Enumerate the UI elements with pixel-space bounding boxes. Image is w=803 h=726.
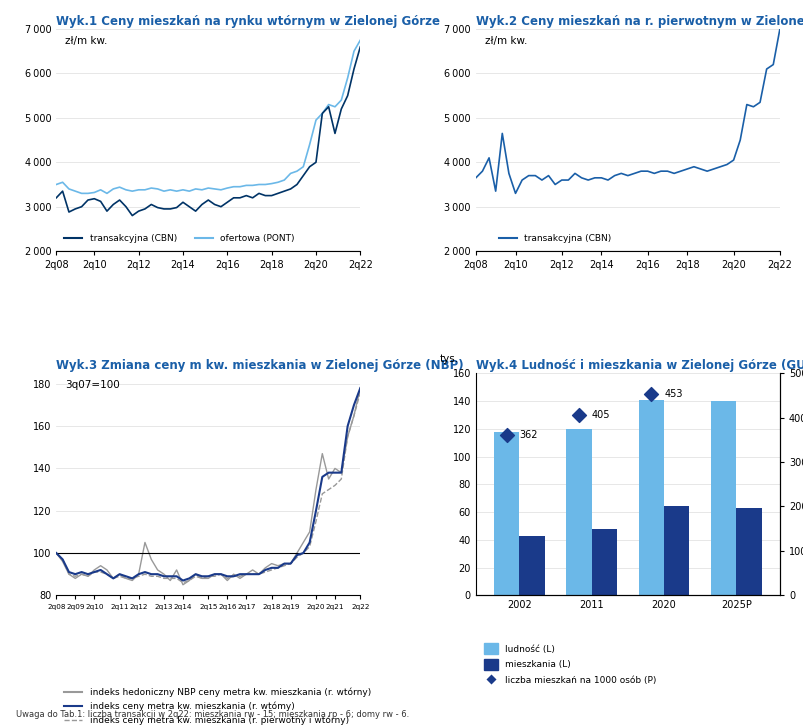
Text: 362: 362 <box>519 430 537 439</box>
Text: Wyk.2 Ceny mieszkań na r. pierwotnym w Zielonej Górze: Wyk.2 Ceny mieszkań na r. pierwotnym w Z… <box>475 15 803 28</box>
Legend: indeks hedoniczny NBP ceny metra kw. mieszkania (r. wtórny), indeks ceny metra k: indeks hedoniczny NBP ceny metra kw. mie… <box>61 684 374 726</box>
Bar <box>710 401 736 595</box>
Legend: transakcyjna (CBN), ofertowa (PONT): transakcyjna (CBN), ofertowa (PONT) <box>61 230 298 247</box>
Bar <box>565 429 591 595</box>
Bar <box>736 508 760 595</box>
Bar <box>663 507 688 595</box>
Legend: ludność (L), mieszkania (L), liczba mieszkań na 1000 osób (P): ludność (L), mieszkania (L), liczba mies… <box>479 640 659 689</box>
Text: 405: 405 <box>591 410 609 420</box>
Text: Wyk.1 Ceny mieszkań na rynku wtórnym w Zielonej Górze: Wyk.1 Ceny mieszkań na rynku wtórnym w Z… <box>56 15 440 28</box>
Bar <box>591 529 616 595</box>
Bar <box>493 431 519 595</box>
Text: Wyk.4 Ludność i mieszkania w Zielonej Górze (GUS): Wyk.4 Ludność i mieszkania w Zielonej Gó… <box>475 359 803 372</box>
Point <box>644 388 657 400</box>
Text: 453: 453 <box>663 389 682 399</box>
Bar <box>519 536 544 595</box>
Legend: transakcyjna (CBN): transakcyjna (CBN) <box>495 230 614 247</box>
Text: Uwaga do Tab.1: liczba transakcji w 2q22: mieszkania rw - 15; mieszkania rp - 6;: Uwaga do Tab.1: liczba transakcji w 2q22… <box>16 710 409 719</box>
Bar <box>638 399 663 595</box>
Text: zł/m kw.: zł/m kw. <box>484 36 527 46</box>
Text: Wyk.3 Zmiana ceny m kw. mieszkania w Zielonej Górze (NBP): Wyk.3 Zmiana ceny m kw. mieszkania w Zie… <box>56 359 463 372</box>
Text: zł/m kw.: zł/m kw. <box>65 36 108 46</box>
Point <box>572 409 585 421</box>
Text: 3q07=100: 3q07=100 <box>65 380 120 390</box>
Text: tys.: tys. <box>438 354 458 364</box>
Point <box>499 429 512 441</box>
